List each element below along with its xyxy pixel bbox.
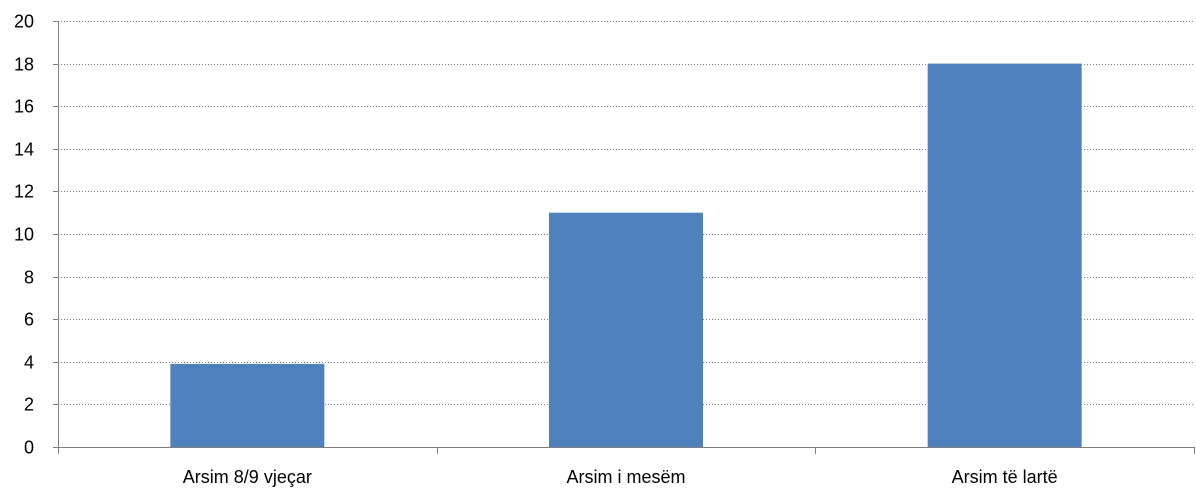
axis-labels: 0 2 4 6 8 10 12 14 16 18 20 Arsim 8/9 vjeçar Arsim i… <box>14 12 1058 488</box>
bars <box>170 63 1082 447</box>
y-tick-label-16: 16 <box>14 97 34 117</box>
x-category-label-0: Arsim 8/9 vjeçar <box>183 467 312 487</box>
bar-0 <box>170 363 325 447</box>
bar-1 <box>549 212 703 447</box>
y-tick-label-14: 14 <box>14 140 34 160</box>
bar-2 <box>927 63 1082 447</box>
x-category-label-2: Arsim të lartë <box>952 467 1058 487</box>
y-tick-label-10: 10 <box>14 225 34 245</box>
y-tick-label-12: 12 <box>14 182 34 202</box>
x-category-label-1: Arsim i mesëm <box>566 467 685 487</box>
y-tick-label-0: 0 <box>24 438 34 458</box>
axes <box>53 21 1195 454</box>
y-tick-label-2: 2 <box>24 395 34 415</box>
y-tick-label-6: 6 <box>24 310 34 330</box>
y-tick-label-8: 8 <box>24 268 34 288</box>
y-tick-label-20: 20 <box>14 12 34 32</box>
y-tick-label-4: 4 <box>24 353 34 373</box>
y-tick-label-18: 18 <box>14 55 34 75</box>
